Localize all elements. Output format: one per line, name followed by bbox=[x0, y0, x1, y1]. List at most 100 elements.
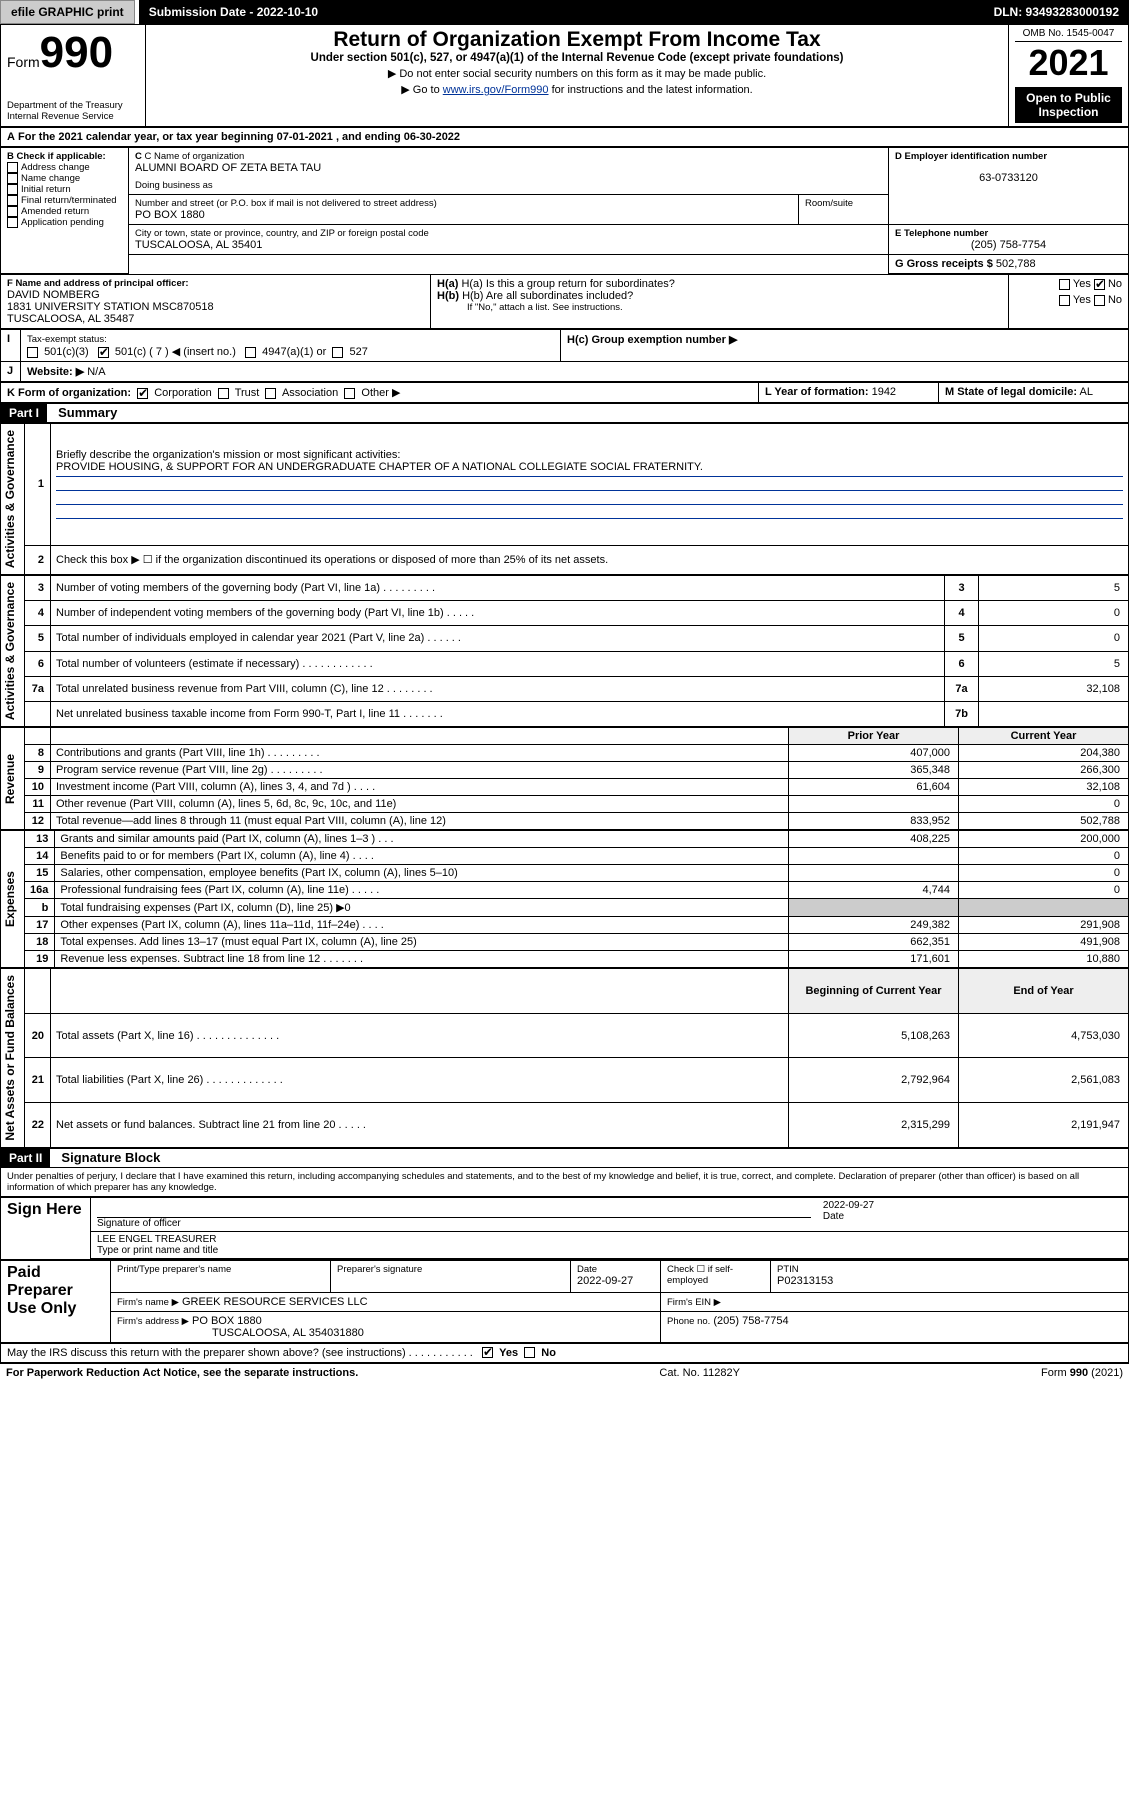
checkbox-other[interactable] bbox=[344, 388, 355, 399]
checkbox-527[interactable] bbox=[332, 347, 343, 358]
checkbox-may-no[interactable] bbox=[524, 1347, 535, 1358]
form-number: Form990 bbox=[7, 28, 139, 78]
line-7a-num: 7a bbox=[25, 676, 51, 701]
label-trust: Trust bbox=[235, 387, 260, 399]
checkbox-address-change[interactable] bbox=[7, 162, 18, 173]
checkbox-hb-no[interactable] bbox=[1094, 295, 1105, 306]
checkbox-name-change[interactable] bbox=[7, 173, 18, 184]
line-10-prior: 61,604 bbox=[789, 779, 959, 796]
checkbox-ha-no[interactable] bbox=[1094, 279, 1105, 290]
checkbox-hb-yes[interactable] bbox=[1059, 295, 1070, 306]
section-i-label: Tax-exempt status: bbox=[27, 334, 107, 345]
line-8-current: 204,380 bbox=[959, 745, 1129, 762]
line-9-num: 9 bbox=[25, 762, 51, 779]
line-15-prior bbox=[789, 865, 959, 882]
line-21-text: Total liabilities (Part X, line 26) . . … bbox=[51, 1058, 789, 1103]
line-6-ref: 6 bbox=[945, 651, 979, 676]
prep-name-label: Print/Type preparer's name bbox=[117, 1264, 324, 1275]
gross-receipts-value: 502,788 bbox=[996, 258, 1036, 270]
firm-phone-label: Phone no. bbox=[667, 1316, 710, 1327]
line-16a-text: Professional fundraising fees (Part IX, … bbox=[55, 882, 789, 899]
officer-addr1: 1831 UNIVERSITY STATION MSC870518 bbox=[7, 301, 424, 313]
footer-form: Form 990 (2021) bbox=[1041, 1367, 1123, 1379]
checkbox-application-pending[interactable] bbox=[7, 217, 18, 228]
line-14-prior bbox=[789, 848, 959, 865]
section-m-label: M State of legal domicile: bbox=[945, 386, 1077, 398]
h-c-label: H(c) Group exemption number ▶ bbox=[561, 330, 1129, 362]
line-11-prior bbox=[789, 796, 959, 813]
checkbox-ha-yes[interactable] bbox=[1059, 279, 1070, 290]
state-domicile: AL bbox=[1079, 386, 1092, 398]
line-17-num: 17 bbox=[25, 917, 55, 934]
line-3-value: 5 bbox=[979, 576, 1129, 601]
room-label: Room/suite bbox=[805, 198, 882, 209]
checkbox-trust[interactable] bbox=[218, 388, 229, 399]
line-21-num: 21 bbox=[25, 1058, 51, 1103]
line-4-num: 4 bbox=[25, 601, 51, 626]
section-j-label: Website: ▶ bbox=[27, 366, 84, 378]
line-5-ref: 5 bbox=[945, 626, 979, 651]
paid-preparer-label: Paid Preparer Use Only bbox=[1, 1260, 111, 1342]
ptin-label: PTIN bbox=[777, 1264, 1122, 1275]
line-b-num: b bbox=[25, 899, 55, 917]
firm-phone-value: (205) 758-7754 bbox=[713, 1315, 788, 1327]
form-subtitle: Under section 501(c), 527, or 4947(a)(1)… bbox=[152, 52, 1002, 64]
form-note-link: ▶ Go to www.irs.gov/Form990 for instruct… bbox=[152, 83, 1002, 96]
line-6-num: 6 bbox=[25, 651, 51, 676]
line-21-current: 2,561,083 bbox=[959, 1058, 1129, 1103]
sig-date-label: Date bbox=[823, 1211, 844, 1222]
line-7b-num bbox=[25, 701, 51, 726]
checkbox-corporation[interactable] bbox=[137, 388, 148, 399]
checkbox-association[interactable] bbox=[265, 388, 276, 399]
section-g-label: G Gross receipts $ bbox=[895, 258, 993, 270]
checkbox-initial-return[interactable] bbox=[7, 184, 18, 195]
line-8-text: Contributions and grants (Part VIII, lin… bbox=[51, 745, 789, 762]
line-19-prior: 171,601 bbox=[789, 951, 959, 968]
line-17-text: Other expenses (Part IX, column (A), lin… bbox=[55, 917, 789, 934]
line-2-text: Check this box ▶ ☐ if the organization d… bbox=[51, 545, 1129, 574]
footer-catno: Cat. No. 11282Y bbox=[659, 1367, 740, 1379]
line-22-text: Net assets or fund balances. Subtract li… bbox=[51, 1103, 789, 1148]
label-yes-2: Yes bbox=[1073, 294, 1091, 306]
checkbox-may-yes[interactable] bbox=[482, 1347, 493, 1358]
line-11-text: Other revenue (Part VIII, column (A), li… bbox=[51, 796, 789, 813]
submission-date-label: Submission Date - 2022-10-10 bbox=[139, 0, 328, 24]
section-e-label: E Telephone number bbox=[895, 228, 1122, 239]
officer-addr2: TUSCALOOSA, AL 35487 bbox=[7, 313, 424, 325]
line-16a-prior: 4,744 bbox=[789, 882, 959, 899]
efile-print-button[interactable]: efile GRAPHIC print bbox=[0, 0, 135, 24]
line-15-num: 15 bbox=[25, 865, 55, 882]
prep-date-label: Date bbox=[577, 1264, 654, 1275]
line-13-text: Grants and similar amounts paid (Part IX… bbox=[55, 831, 789, 848]
line-20-num: 20 bbox=[25, 1013, 51, 1058]
irs-form990-link[interactable]: www.irs.gov/Form990 bbox=[443, 84, 549, 96]
line-11-num: 11 bbox=[25, 796, 51, 813]
line-14-num: 14 bbox=[25, 848, 55, 865]
section-c-label: C C Name of organization bbox=[135, 151, 882, 162]
line-18-current: 491,908 bbox=[959, 934, 1129, 951]
checkbox-501c[interactable] bbox=[98, 347, 109, 358]
sig-date-value: 2022-09-27 bbox=[823, 1200, 1122, 1211]
line-9-current: 266,300 bbox=[959, 762, 1129, 779]
line-12-current: 502,788 bbox=[959, 813, 1129, 830]
line-7a-text: Total unrelated business revenue from Pa… bbox=[51, 676, 945, 701]
section-d-label: D Employer identification number bbox=[895, 151, 1122, 162]
line-9-prior: 365,348 bbox=[789, 762, 959, 779]
firm-name-label: Firm's name ▶ bbox=[117, 1297, 179, 1308]
checkbox-501c3[interactable] bbox=[27, 347, 38, 358]
label-association: Association bbox=[282, 387, 338, 399]
line-20-current: 4,753,030 bbox=[959, 1013, 1129, 1058]
line-1-label: Briefly describe the organization's miss… bbox=[56, 449, 400, 461]
penalty-statement: Under penalties of perjury, I declare th… bbox=[1, 1167, 1129, 1196]
checkbox-amended-return[interactable] bbox=[7, 206, 18, 217]
line-22-prior: 2,315,299 bbox=[789, 1103, 959, 1148]
line-14-text: Benefits paid to or for members (Part IX… bbox=[55, 848, 789, 865]
checkbox-4947[interactable] bbox=[245, 347, 256, 358]
label-corporation: Corporation bbox=[154, 387, 211, 399]
line-18-num: 18 bbox=[25, 934, 55, 951]
city-label: City or town, state or province, country… bbox=[135, 228, 882, 239]
checkbox-final-return[interactable] bbox=[7, 195, 18, 206]
line-12-text: Total revenue—add lines 8 through 11 (mu… bbox=[51, 813, 789, 830]
label-501c: 501(c) ( 7 ) ◀ (insert no.) bbox=[115, 346, 236, 358]
line-5-value: 0 bbox=[979, 626, 1129, 651]
